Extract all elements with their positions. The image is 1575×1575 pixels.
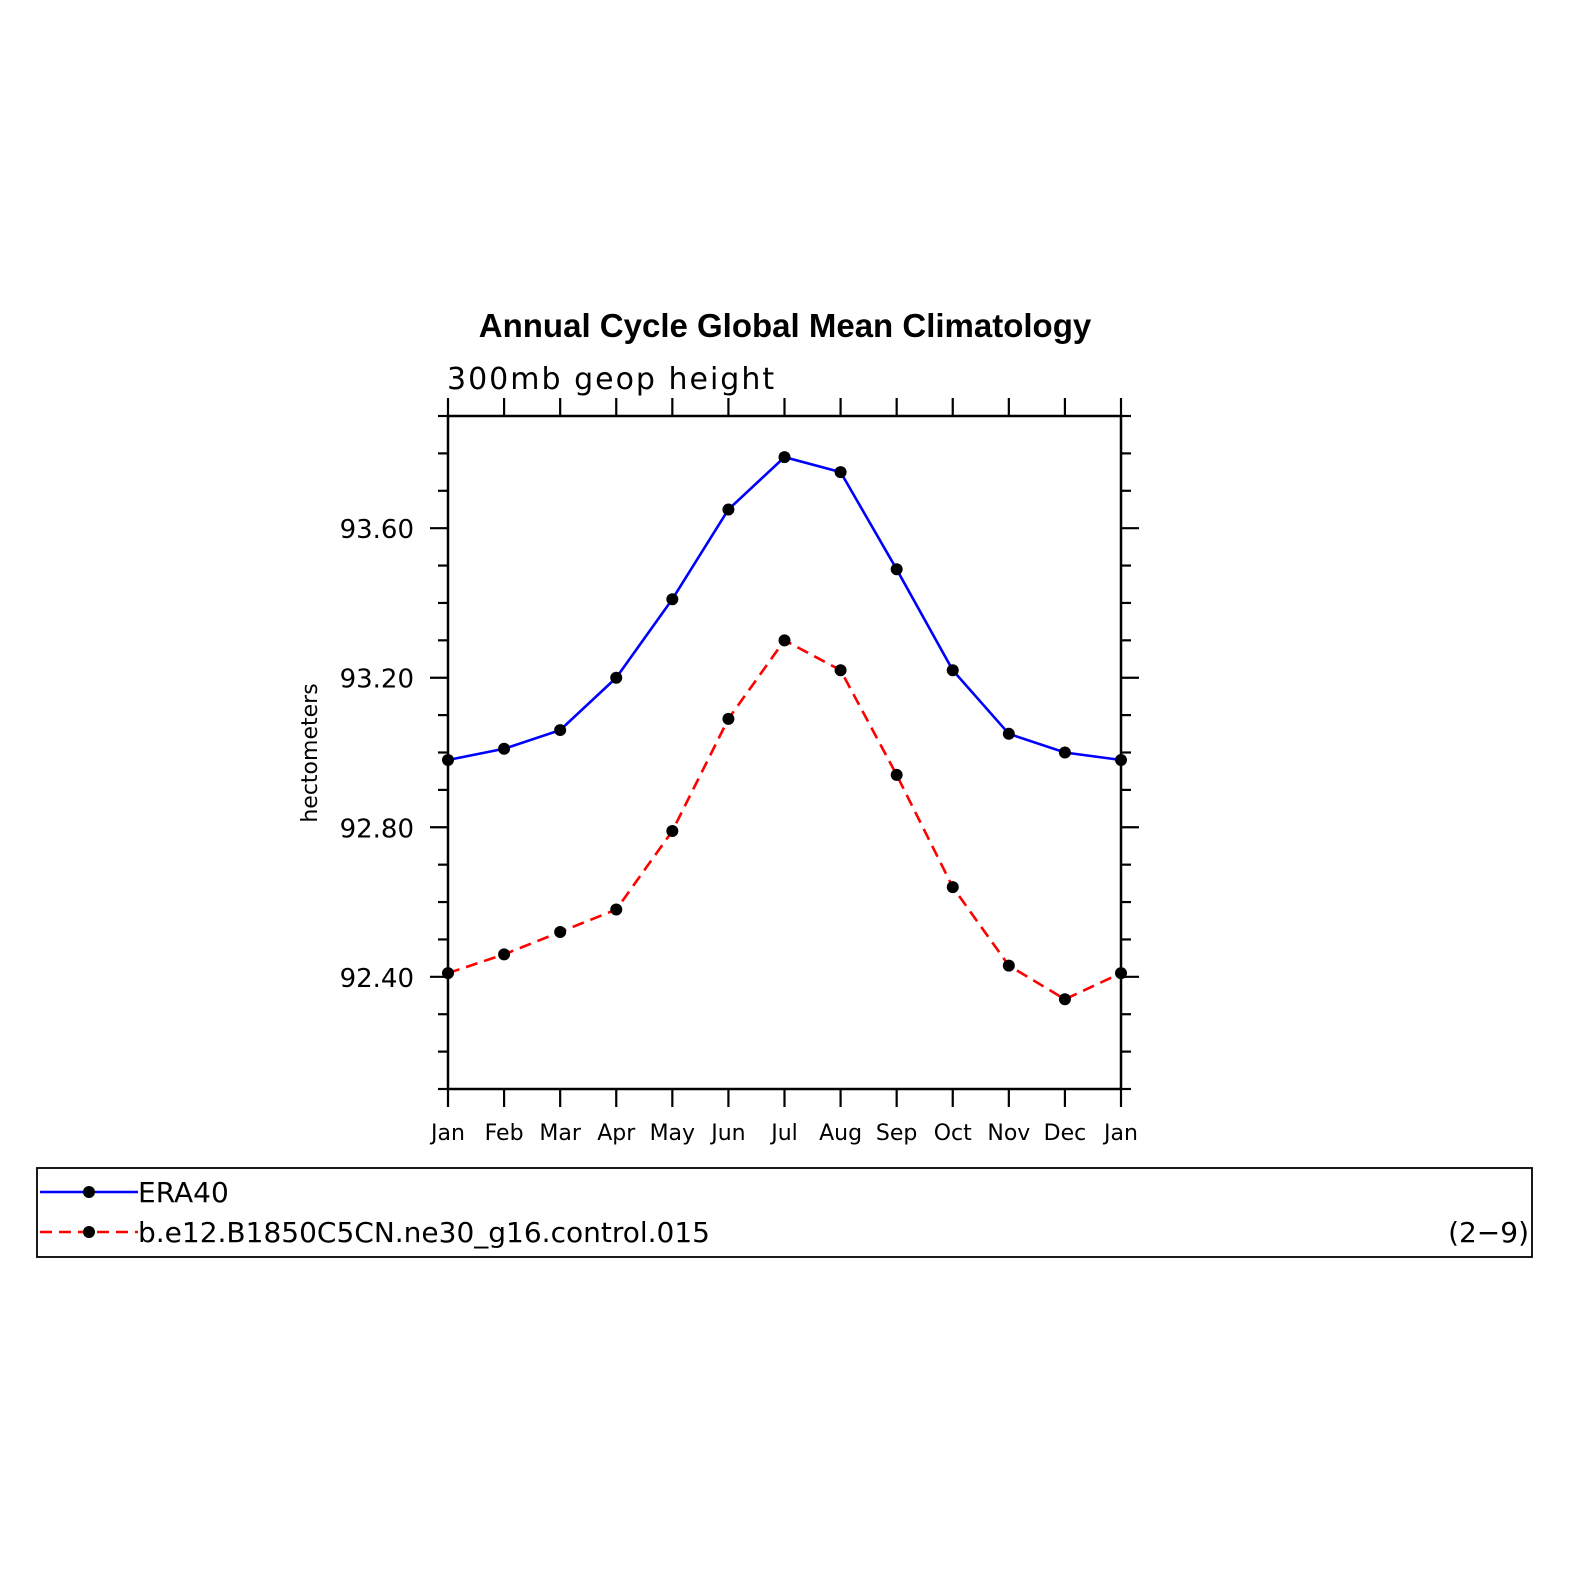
data-point — [946, 664, 959, 677]
data-point — [1115, 753, 1127, 766]
x-tick-label: Jul — [769, 1121, 798, 1146]
x-tick-label: Nov — [987, 1121, 1030, 1146]
data-point — [946, 881, 959, 894]
data-point — [498, 948, 511, 961]
data-point — [1058, 746, 1071, 759]
data-point — [442, 967, 454, 980]
legend-note: (2−9) — [1448, 1216, 1529, 1249]
data-point — [1002, 727, 1015, 740]
chart-title: Annual Cycle Global Mean Climatology — [479, 307, 1092, 344]
y-axis-label: hectometers — [298, 683, 323, 822]
data-point — [666, 825, 679, 838]
data-point — [666, 593, 679, 606]
y-tick-label: 92.40 — [340, 964, 414, 994]
x-tick-label: Jan — [429, 1121, 465, 1146]
legend-entries: ERA40 b.e12.B1850C5CN.ne30_g16.control.01… — [40, 1176, 710, 1249]
series-layer — [442, 451, 1127, 1006]
data-point — [498, 742, 511, 755]
data-point — [722, 503, 735, 516]
axis-tick-labels: Jan Feb Mar Apr May Jun Jul Aug Sep Oct Nov Dec Jan 9… — [340, 515, 1138, 1146]
legend-label: ERA40 — [138, 1176, 229, 1209]
x-tick-label: Jan — [1102, 1121, 1138, 1146]
data-point — [554, 925, 567, 938]
y-tick-label: 93.20 — [340, 665, 414, 695]
plot-frame — [446, 414, 1123, 1091]
y-tick-label: 92.80 — [340, 814, 414, 844]
legend-label: b.e12.B1850C5CN.ne30_g16.control.015 — [138, 1216, 710, 1249]
x-tick-label: Feb — [485, 1121, 524, 1146]
x-tick-label: Oct — [934, 1121, 972, 1146]
data-point — [834, 664, 847, 677]
legend-marker — [83, 1226, 95, 1238]
x-tick-label: Dec — [1044, 1121, 1087, 1146]
legend-frame — [36, 1167, 1533, 1258]
data-point — [1002, 959, 1015, 972]
series-line — [447, 455, 1122, 762]
plot-area: Jan Feb Mar Apr May Jun Jul Aug Sep Oct Nov Dec Jan 9… — [340, 398, 1139, 1146]
axis-ticks — [430, 398, 1139, 1107]
legend-entry: ERA40 — [40, 1176, 229, 1209]
x-tick-label: Jun — [709, 1121, 745, 1146]
legend: ERA40 b.e12.B1850C5CN.ne30_g16.control.01… — [36, 1167, 1533, 1258]
data-point — [554, 724, 567, 737]
data-point — [890, 768, 903, 781]
x-tick-label: May — [650, 1121, 695, 1146]
series-2 — [442, 634, 1127, 1006]
data-point — [778, 634, 791, 647]
x-tick-label: Apr — [597, 1121, 636, 1146]
series-1 — [442, 451, 1127, 766]
data-point — [722, 712, 735, 725]
chart-subtitle: 300mb geop height — [447, 362, 776, 397]
data-point — [1115, 967, 1127, 980]
y-tick-label: 93.60 — [340, 515, 414, 545]
data-point — [890, 563, 903, 576]
series-line — [447, 638, 1122, 1001]
legend-entry: b.e12.B1850C5CN.ne30_g16.control.015 — [40, 1216, 710, 1249]
data-point — [778, 451, 791, 464]
data-point — [610, 671, 623, 684]
data-point — [834, 466, 847, 479]
x-tick-label: Aug — [819, 1121, 862, 1146]
data-point — [610, 903, 623, 916]
x-tick-label: Mar — [539, 1121, 581, 1146]
data-point — [442, 753, 454, 766]
data-point — [1058, 993, 1071, 1006]
x-tick-label: Sep — [876, 1121, 917, 1146]
legend-marker — [83, 1186, 95, 1198]
